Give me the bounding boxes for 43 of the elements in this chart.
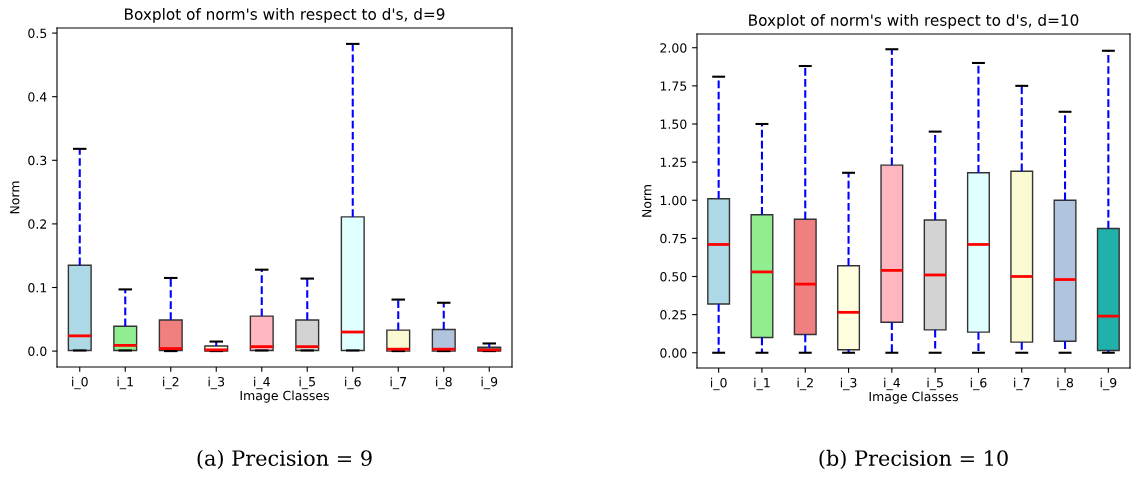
y-tick-label: 0.1 <box>28 282 47 293</box>
x-tick-label: i_0 <box>72 376 88 390</box>
x-tick-label: i_4 <box>254 376 270 390</box>
x-tick-label: i_4 <box>884 377 900 391</box>
y-tick-label: 0.4 <box>28 92 47 102</box>
x-tick-label: i_7 <box>1014 377 1030 391</box>
x-tick-label: i_0 <box>710 377 727 391</box>
y-tick-label: 2.00 <box>660 43 687 53</box>
text: (b) Precision = 10 <box>819 449 1008 469</box>
x-tick-label: i_6 <box>970 377 987 391</box>
y-tick-label: 1.50 <box>660 119 687 129</box>
y-axis-title: Norm <box>642 185 652 217</box>
y-tick-label: 1.25 <box>660 157 687 168</box>
y-tick-label: 0.5 <box>28 28 47 39</box>
x-axis-title: Image Classes <box>869 391 958 404</box>
y-tick-label: 0.00 <box>660 348 687 358</box>
x-tick-label: i_6 <box>345 376 361 390</box>
x-tick-label: i_5 <box>299 376 315 390</box>
x-tick-label: i_3 <box>840 377 857 391</box>
y-tick-label: 1.75 <box>660 81 687 91</box>
x-tick-label: i_1 <box>754 377 770 391</box>
y-tick-label: 0.3 <box>28 155 47 166</box>
y-tick-label: 0.0 <box>28 346 47 357</box>
text: (a) Precision = 9 <box>197 449 372 469</box>
x-tick-label: i_5 <box>927 377 943 391</box>
y-axis-title: Norm <box>10 181 20 214</box>
x-tick-label: i_9 <box>1100 377 1117 391</box>
y-tick-label: 0.50 <box>660 271 687 282</box>
y-tick-label: 0.25 <box>660 310 687 320</box>
x-tick-label: i_9 <box>481 376 498 390</box>
x-tick-label: i_2 <box>163 376 179 390</box>
chart-title: Boxplot of norm's with respect to d's, d=9 <box>125 8 445 23</box>
y-tick-label: 0.75 <box>660 233 687 244</box>
x-tick-label: i_8 <box>1057 377 1074 391</box>
x-tick-label: i_3 <box>208 376 225 390</box>
y-tick-label: 0.2 <box>28 219 47 229</box>
chart-title: Boxplot of norm's with respect to d's, d=10 <box>749 14 1079 29</box>
x-tick-label: i_2 <box>797 377 813 391</box>
x-tick-label: i_1 <box>117 376 133 390</box>
x-tick-label: i_7 <box>390 376 407 390</box>
x-axis-title: Image Classes <box>240 390 329 403</box>
y-tick-label: 1.00 <box>660 195 687 206</box>
x-tick-label: i_8 <box>436 376 452 390</box>
